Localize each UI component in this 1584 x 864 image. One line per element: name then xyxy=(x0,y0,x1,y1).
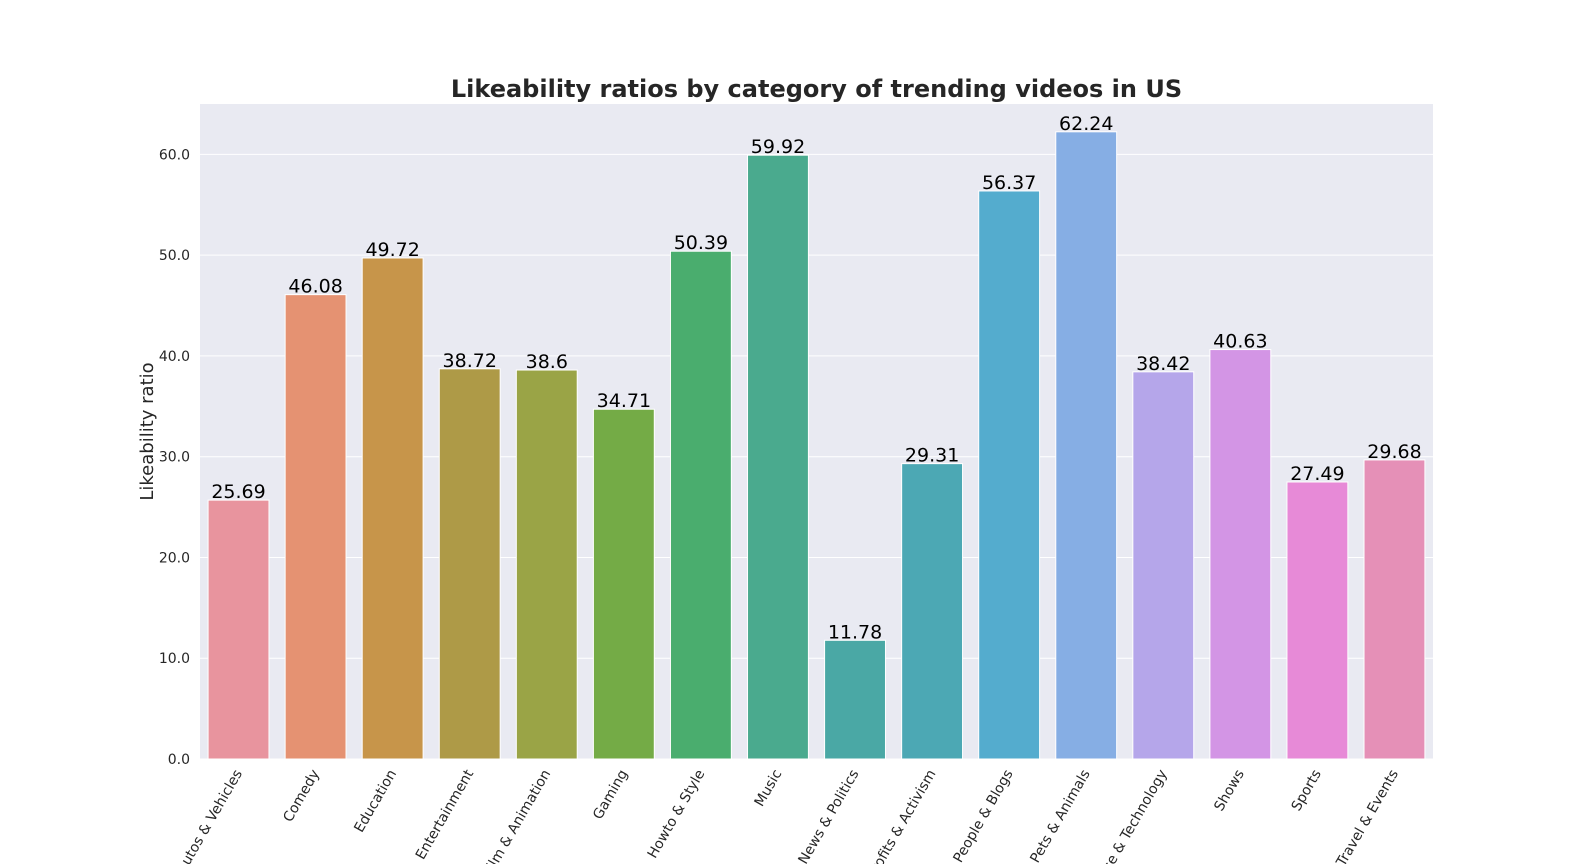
x-tick-label: Science & Technology xyxy=(1081,767,1171,864)
x-tick-label: People & Blogs xyxy=(950,767,1016,864)
x-tick-label: Music xyxy=(752,767,786,810)
bar-value-label: 62.24 xyxy=(1059,113,1113,135)
bar xyxy=(207,499,270,760)
y-tick-label: 0.0 xyxy=(168,752,190,768)
bar-value-label: 56.37 xyxy=(982,172,1036,194)
bar-value-label: 49.72 xyxy=(365,239,419,261)
y-axis-label: Likeability ratio xyxy=(137,362,158,500)
bar xyxy=(1363,459,1426,760)
bar-value-label: 25.69 xyxy=(211,481,265,503)
bars xyxy=(207,131,1426,760)
y-tick-label: 40.0 xyxy=(159,349,190,365)
bar xyxy=(824,639,886,760)
x-tick-label: Nonprofits & Activism xyxy=(850,767,940,864)
x-tick-label: News & Politics xyxy=(795,767,862,864)
x-tick-label: Entertainment xyxy=(413,767,478,863)
x-axis-ticks: Autos & Vehicles Comedy Education Entertain… xyxy=(174,767,1402,864)
bar-value-label: 29.68 xyxy=(1367,441,1421,463)
bar xyxy=(901,463,964,760)
y-tick-label: 10.0 xyxy=(159,651,190,667)
bar-value-label: 34.71 xyxy=(597,390,651,412)
bar xyxy=(592,408,655,760)
x-tick-label: Film & Animation xyxy=(481,767,555,864)
x-tick-label: Shows xyxy=(1211,767,1247,814)
value-labels: 25.69 46.08 49.72 38.72 38.6 34.71 50.39 59.92 1… xyxy=(211,113,1421,643)
bar xyxy=(1055,131,1118,760)
x-tick-label: Travel & Events xyxy=(1333,767,1402,864)
bar-value-label: 46.08 xyxy=(288,276,342,298)
x-tick-label: Education xyxy=(351,767,400,835)
x-tick-label: Comedy xyxy=(280,767,323,825)
bar xyxy=(438,368,501,760)
y-axis-ticks: 0.0 10.0 20.0 30.0 40.0 50.0 60.0 xyxy=(159,147,190,768)
bar-value-label: 11.78 xyxy=(828,621,882,643)
bar-value-label: 59.92 xyxy=(751,136,805,158)
y-tick-label: 50.0 xyxy=(159,248,190,264)
bar xyxy=(1209,349,1272,760)
x-tick-label: Howto & Style xyxy=(645,767,709,861)
bar-value-label: 38.72 xyxy=(443,350,497,372)
y-tick-label: 30.0 xyxy=(159,450,190,466)
x-tick-label: Gaming xyxy=(590,767,631,822)
bar xyxy=(747,154,809,760)
x-tick-label: Sports xyxy=(1289,767,1325,814)
bar xyxy=(515,369,578,760)
bar-value-label: 38.42 xyxy=(1136,353,1190,375)
bar xyxy=(361,257,424,760)
x-tick-label: Pets & Animals xyxy=(1027,767,1093,864)
x-tick-label: Autos & Vehicles xyxy=(174,767,246,864)
bar xyxy=(1286,481,1349,760)
chart-title: Likeability ratios by category of trendi… xyxy=(451,75,1182,103)
bar-value-label: 27.49 xyxy=(1290,463,1344,485)
bar xyxy=(284,294,347,760)
y-tick-label: 20.0 xyxy=(159,550,190,566)
bar-value-label: 29.31 xyxy=(905,445,959,467)
bar xyxy=(669,250,732,760)
bar xyxy=(1132,371,1195,760)
bar-value-label: 38.6 xyxy=(526,351,568,373)
bar-value-label: 50.39 xyxy=(674,232,728,254)
bar xyxy=(978,190,1041,760)
y-tick-label: 60.0 xyxy=(159,147,190,163)
bar-value-label: 40.63 xyxy=(1213,331,1267,353)
